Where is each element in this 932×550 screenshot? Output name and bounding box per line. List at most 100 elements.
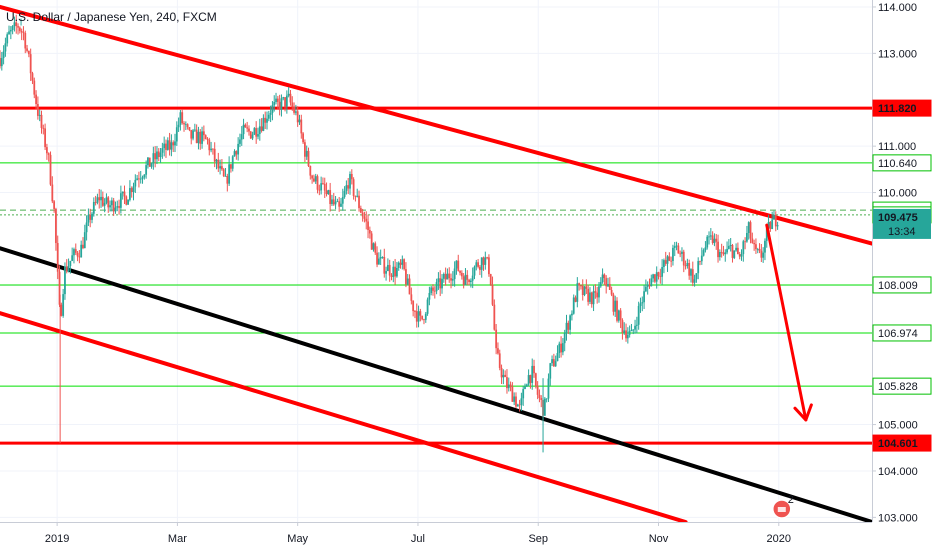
- candle-body: [610, 289, 613, 295]
- time-tick-label: Sep: [528, 533, 548, 545]
- candle-body: [282, 97, 285, 99]
- candle-body: [664, 260, 667, 264]
- candle-body: [594, 291, 597, 293]
- candle-body: [130, 188, 133, 193]
- candle-body: [291, 102, 294, 107]
- current-price-label: 109.475: [878, 212, 918, 224]
- candle-body: [188, 127, 191, 131]
- candle-body: [235, 151, 238, 155]
- candle-body: [336, 201, 339, 203]
- arrow-head: [793, 403, 813, 422]
- candle-body: [36, 104, 39, 116]
- candle-body: [354, 195, 357, 197]
- candle-body: [27, 50, 30, 55]
- candle-body: [408, 278, 411, 295]
- time-tick-label: Jul: [411, 533, 425, 545]
- candle-body: [255, 128, 258, 137]
- price-axis[interactable]: 114.000113.000111.000110.000108.000106.9…: [872, 0, 932, 550]
- candle-body: [654, 274, 656, 282]
- candle-body: [450, 278, 452, 281]
- candle-body: [112, 200, 115, 212]
- candle-body: [85, 222, 88, 233]
- candle-body: [385, 271, 387, 274]
- candle-body: [0, 58, 1, 67]
- candle-body: [313, 178, 315, 182]
- candle-body: [352, 179, 355, 196]
- candle-body: [699, 261, 701, 262]
- candle-body: [174, 141, 176, 146]
- candle-body: [294, 111, 297, 113]
- candle-body: [363, 216, 366, 219]
- candle-body: [397, 262, 400, 268]
- candle-body: [469, 280, 472, 283]
- candle-body: [74, 249, 77, 253]
- candle-body: [533, 365, 535, 374]
- candle-body: [343, 190, 346, 197]
- candle-body: [139, 178, 142, 180]
- candle-body: [55, 208, 57, 244]
- candle-body: [199, 131, 202, 144]
- candle-body: [504, 374, 507, 378]
- candle-body: [713, 238, 716, 243]
- candle-body: [49, 154, 52, 185]
- candle-body: [771, 219, 774, 229]
- candle-body: [18, 27, 21, 32]
- candle-body: [204, 135, 207, 140]
- candle-body: [502, 374, 505, 378]
- candle-body: [455, 260, 458, 269]
- candle-body: [127, 199, 129, 205]
- candle-body: [195, 129, 198, 144]
- candle-body: [432, 287, 434, 291]
- candle-body: [661, 267, 664, 277]
- candle-body: [563, 333, 566, 344]
- candle-body: [527, 375, 530, 385]
- candle-body: [628, 331, 631, 335]
- candle-body: [733, 250, 736, 258]
- candle-body: [415, 311, 418, 322]
- level-price-label: 110.640: [878, 158, 917, 170]
- candle-body: [100, 196, 102, 201]
- candle-body: [637, 305, 640, 325]
- candle-body: [672, 247, 674, 261]
- candle-body: [168, 140, 171, 150]
- candle-body: [323, 183, 326, 191]
- candle-body: [506, 377, 508, 389]
- candle-body: [56, 243, 59, 272]
- candle-body: [760, 250, 763, 258]
- candle-body: [367, 221, 369, 230]
- candle-body: [307, 150, 310, 166]
- candle-body: [215, 159, 218, 162]
- candle-body: [424, 313, 427, 320]
- candle-body: [589, 292, 591, 302]
- candle-body: [724, 252, 727, 255]
- candle-body: [531, 365, 534, 383]
- price-tick-label: 113.000: [878, 48, 917, 60]
- candle-body: [682, 251, 685, 266]
- trend-line-0: [0, 4, 872, 246]
- candle-body: [119, 193, 122, 208]
- candle-body: [311, 175, 314, 179]
- candle-body: [749, 222, 752, 239]
- candle-body: [704, 247, 707, 251]
- candle-body: [35, 94, 37, 105]
- current-price-box: [873, 208, 931, 239]
- candle-body: [345, 185, 348, 191]
- time-tick-label: 2020: [767, 533, 791, 545]
- candle-body: [572, 297, 575, 314]
- event-badge[interactable]: 2: [772, 494, 794, 519]
- candle-body: [587, 288, 590, 302]
- candle-body: [161, 148, 164, 153]
- candle-body: [399, 262, 402, 265]
- candle-body: [480, 257, 483, 270]
- candle-body: [31, 73, 34, 81]
- candle-body: [240, 134, 243, 140]
- candle-body: [60, 304, 63, 316]
- candle-body: [0, 58, 3, 67]
- time-axis[interactable]: 2019 Mar May Jul Sep Nov 2020: [0, 522, 872, 550]
- candle-body: [460, 272, 463, 277]
- candle-body: [405, 269, 407, 285]
- price-tick-label: 114.000: [878, 2, 917, 14]
- candle-body: [226, 175, 229, 184]
- candle-body: [305, 150, 308, 157]
